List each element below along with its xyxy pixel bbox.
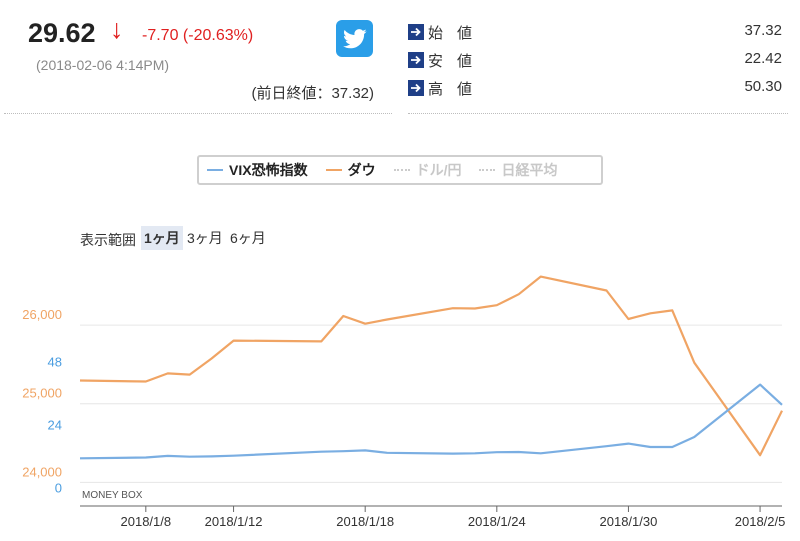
range-6-month-button[interactable]: 6ヶ月 — [230, 230, 266, 246]
legend-swatch — [393, 169, 410, 171]
twitter-share-button[interactable] — [336, 20, 373, 57]
y-tick-label-dow: 26,000 — [22, 307, 62, 322]
twitter-bird-icon — [342, 28, 367, 48]
arrow-right-icon — [408, 24, 424, 40]
x-tick-label: 2018/1/24 — [468, 514, 526, 529]
header-divider-right — [408, 113, 788, 114]
price-chart: 24,000 25,000 26,000 0 24 48 2018/1/8 2018/1/1… — [22, 275, 786, 529]
legend-item-dow[interactable]: ダウ — [325, 160, 376, 180]
x-tick-label: 2018/2/5 — [735, 514, 786, 529]
legend-swatch — [207, 169, 223, 171]
x-tick-label: 2018/1/30 — [600, 514, 658, 529]
stat-value: 22.42 — [744, 50, 782, 67]
y-tick-label-vix: 0 — [55, 480, 62, 495]
legend-swatch — [479, 169, 496, 171]
stat-low: 安値 22.42 — [408, 50, 782, 72]
chart-legend: VIX恐怖指数 ダウ ドル/円 日経平均 — [197, 155, 603, 185]
dow-series-line — [79, 275, 783, 457]
y-tick-label-dow: 24,000 — [22, 464, 62, 479]
y-tick-label-vix: 24 — [48, 417, 62, 432]
arrow-right-icon — [408, 52, 424, 68]
quote-timestamp: (2018-02-06 4:14PM) — [36, 57, 170, 73]
y-tick-label-dow: 25,000 — [22, 386, 62, 401]
stat-value: 50.30 — [744, 78, 782, 95]
legend-label: ドル/円 — [415, 162, 462, 178]
previous-close: (前日終値：37.32) — [251, 85, 374, 102]
stat-label: 安値 — [428, 53, 487, 70]
range-3-month-button[interactable]: 3ヶ月 — [187, 230, 223, 246]
chart-watermark: MONEY BOX — [82, 490, 143, 501]
legend-item-vix[interactable]: VIX恐怖指数 — [207, 160, 308, 180]
header-divider-left — [4, 113, 392, 114]
legend-label: VIX恐怖指数 — [229, 162, 308, 178]
legend-item-nikkei[interactable]: 日経平均 — [479, 160, 557, 180]
down-arrow-icon: ↓ — [110, 14, 124, 44]
range-label: 表示範囲 — [80, 232, 136, 248]
legend-label: ダウ — [347, 162, 376, 178]
stat-high: 高値 50.30 — [408, 78, 782, 100]
legend-item-usdjpy[interactable]: ドル/円 — [393, 160, 462, 180]
stat-value: 37.32 — [744, 22, 782, 39]
stat-label: 始値 — [428, 25, 487, 42]
legend-label: 日経平均 — [501, 162, 558, 178]
x-tick-label: 2018/1/18 — [336, 514, 394, 529]
range-1-month-button[interactable]: 1ヶ月 — [141, 226, 183, 250]
vix-series-line — [79, 383, 783, 460]
price-change: -7.70 (-20.63%) — [142, 27, 254, 44]
x-tick-label: 2018/1/8 — [121, 514, 172, 529]
x-tick-label: 2018/1/12 — [205, 514, 263, 529]
price-value: 29.62 — [28, 18, 96, 48]
legend-swatch — [325, 169, 342, 171]
y-tick-label-vix: 48 — [48, 355, 62, 370]
stat-label: 高値 — [428, 81, 487, 98]
arrow-right-icon — [408, 80, 424, 96]
stat-open: 始値 37.32 — [408, 22, 782, 44]
